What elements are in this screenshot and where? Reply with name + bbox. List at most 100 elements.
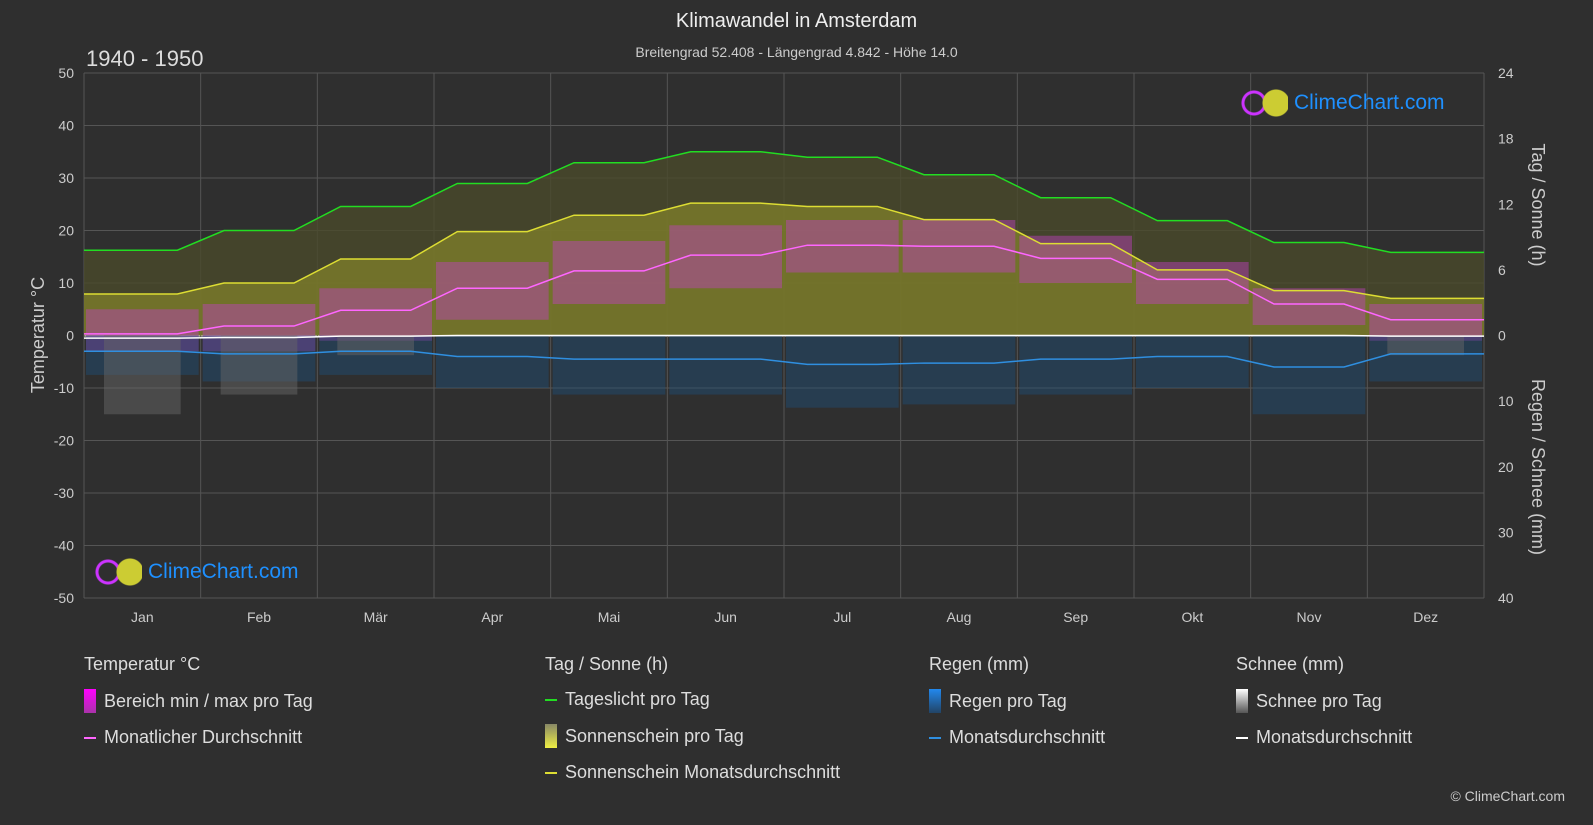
temp-range-bar	[1019, 235, 1132, 283]
y-right-top-tick: 6	[1498, 262, 1506, 278]
legend-item: Monatsdurchschnitt	[929, 727, 1105, 748]
series-line-2	[84, 244, 1484, 335]
legend-temperature: Temperatur °C Bereich min / max pro Tag …	[84, 654, 313, 748]
y-left-tick: 40	[58, 118, 74, 134]
x-tick-Apr: Apr	[481, 609, 503, 625]
rain-bar	[902, 335, 1016, 405]
chart-title: Klimawandel in Amsterdam	[675, 10, 918, 32]
legend-label: Monatsdurchschnitt	[1256, 727, 1413, 747]
legend-label: Monatlicher Durchschnitt	[104, 727, 303, 747]
y-left-tick: 10	[58, 275, 74, 291]
legend-title: Regen (mm)	[929, 654, 1030, 674]
logo-bottom[interactable]: ClimeChart.com	[94, 557, 299, 587]
y-right-bottom-tick: 40	[1498, 590, 1514, 606]
swatch-icon	[84, 689, 96, 713]
x-tick-Nov: Nov	[1297, 609, 1322, 625]
rain-bar	[436, 335, 549, 388]
y-right-bottom-tick: 20	[1498, 459, 1514, 475]
y-left-label: Temperatur °C	[28, 277, 48, 393]
line-icon	[84, 736, 96, 739]
sunshine-area	[84, 203, 1484, 336]
x-tick-Sep: Sep	[1063, 609, 1088, 625]
legend-title: Tag / Sonne (h)	[545, 654, 669, 674]
legend-item: Regen pro Tag	[929, 689, 1105, 713]
rain-bar	[552, 335, 666, 395]
chart-subtitle: Breitengrad 52.408 - Längengrad 4.842 - …	[635, 44, 958, 60]
copyright: © ClimeChart.com	[1450, 788, 1565, 804]
swatch-icon	[929, 689, 941, 713]
snow-bar	[1387, 335, 1464, 356]
x-tick-Mai: Mai	[598, 609, 621, 625]
y-left-tick: -20	[54, 433, 74, 449]
temp-range-bar	[319, 288, 432, 341]
rain-bar	[1019, 335, 1132, 395]
x-tick-Dez: Dez	[1413, 609, 1438, 625]
x-tick-Mär: Mär	[364, 609, 388, 625]
legend-label: Tageslicht pro Tag	[565, 689, 710, 709]
snow-bar	[337, 335, 414, 356]
logo-text: ClimeChart.com	[1294, 91, 1445, 114]
legend-label: Schnee pro Tag	[1256, 690, 1382, 711]
x-tick-Jan: Jan	[131, 609, 154, 625]
y-right-top-tick: 0	[1498, 328, 1506, 344]
logo-top[interactable]: ClimeChart.com	[1240, 88, 1445, 118]
rain-bar	[1252, 335, 1366, 415]
legend-item: Monatsdurchschnitt	[1236, 727, 1412, 748]
legend-item: Bereich min / max pro Tag	[84, 689, 313, 713]
snow-bar	[220, 335, 298, 395]
x-tick-Feb: Feb	[247, 609, 271, 625]
series-line-1	[84, 202, 1484, 300]
snow-bar	[104, 335, 181, 415]
temp-range-bar	[1136, 262, 1249, 304]
line-icon	[545, 698, 557, 701]
rain-bar	[1136, 335, 1249, 388]
y-right-top-tick: 18	[1498, 131, 1514, 147]
legend-item: Schnee pro Tag	[1236, 689, 1412, 713]
y-left-tick: -10	[54, 380, 74, 396]
x-tick-Okt: Okt	[1181, 609, 1203, 625]
legend-snow: Schnee (mm) Schnee pro Tag Monatsdurchsc…	[1236, 654, 1412, 748]
legend-label: Regen pro Tag	[949, 690, 1067, 711]
y-left-tick: 20	[58, 223, 74, 239]
y-right-bottom-label: Regen / Schnee (mm)	[1528, 379, 1548, 555]
legend-label: Sonnenschein pro Tag	[565, 725, 744, 746]
y-left-tick: -30	[54, 485, 74, 501]
line-icon	[929, 736, 941, 739]
x-tick-Aug: Aug	[947, 609, 972, 625]
logo-text: ClimeChart.com	[148, 560, 299, 583]
x-tick-Jul: Jul	[833, 609, 851, 625]
legend-label: Bereich min / max pro Tag	[104, 690, 313, 711]
legend-sun: Tag / Sonne (h) Tageslicht pro Tag Sonne…	[545, 654, 840, 783]
y-left-tick: 30	[58, 170, 74, 186]
y-right-top-tick: 12	[1498, 196, 1514, 212]
temp-range-bar	[1369, 304, 1482, 341]
legend-item: Monatlicher Durchschnitt	[84, 727, 313, 748]
period-label: 1940 - 1950	[86, 46, 204, 71]
y-left-tick: 0	[66, 328, 74, 344]
line-icon	[545, 771, 557, 774]
temp-range-bar	[436, 262, 549, 320]
y-right-bottom-tick: 30	[1498, 524, 1514, 540]
y-right-top-tick: 24	[1498, 65, 1514, 81]
swatch-icon	[1236, 689, 1248, 713]
legend-title: Schnee (mm)	[1236, 654, 1345, 674]
series-line-4	[84, 334, 1484, 339]
legend-item: Tageslicht pro Tag	[545, 689, 840, 710]
rain-bar	[669, 335, 782, 395]
legend-label: Monatsdurchschnitt	[949, 727, 1106, 747]
y-left-tick: -40	[54, 538, 74, 554]
x-tick-Jun: Jun	[714, 609, 737, 625]
rain-bar	[786, 335, 899, 408]
y-left-tick: -50	[54, 590, 74, 606]
y-right-bottom-tick: 10	[1498, 393, 1514, 409]
legend-rain: Regen (mm) Regen pro Tag Monatsdurchschn…	[929, 654, 1105, 748]
line-icon	[1236, 736, 1248, 739]
legend-label: Sonnenschein Monatsdurchschnitt	[565, 762, 841, 782]
y-right-top-label: Tag / Sonne (h)	[1528, 143, 1548, 266]
legend-item: Sonnenschein pro Tag	[545, 724, 840, 748]
swatch-icon	[545, 724, 557, 748]
climechart-logo-icon	[1240, 88, 1288, 118]
climechart-logo-icon	[94, 557, 142, 587]
series-line-3	[84, 350, 1484, 368]
